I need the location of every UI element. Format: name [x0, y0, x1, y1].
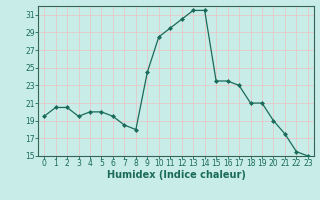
X-axis label: Humidex (Indice chaleur): Humidex (Indice chaleur) [107, 170, 245, 180]
